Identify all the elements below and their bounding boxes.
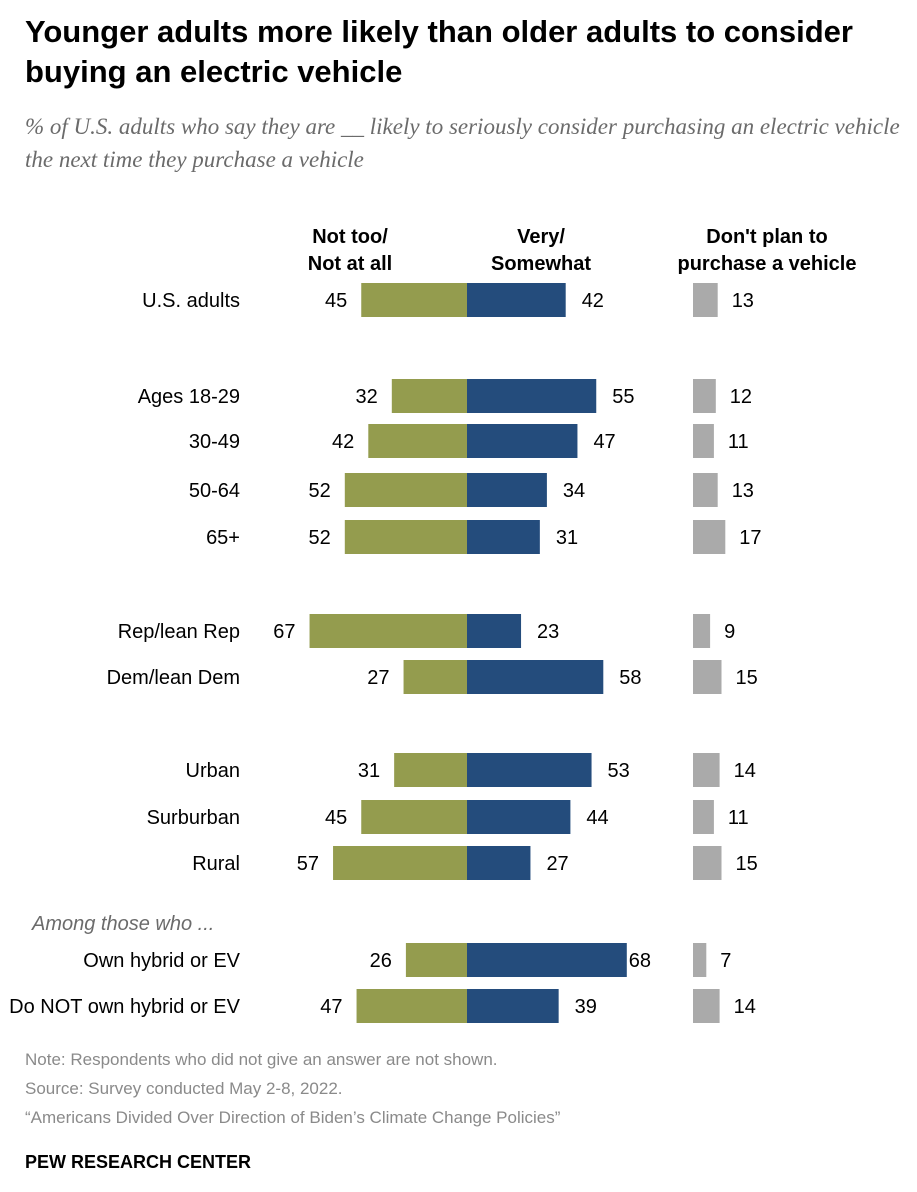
bar-likely (467, 753, 592, 787)
bar-not-likely (405, 943, 467, 977)
bar-not-likely (368, 424, 467, 458)
category-label: Surburban (147, 807, 240, 829)
bar-not-likely (403, 660, 467, 694)
bar-likely (467, 614, 522, 648)
value-label-not-likely: 52 (309, 527, 331, 549)
value-label-not-likely: 26 (370, 950, 392, 972)
value-label-not-likely: 42 (332, 431, 354, 453)
footnote-report: “Americans Divided Over Direction of Bid… (25, 1108, 561, 1127)
bar-not-likely (361, 800, 467, 834)
bar-likely (467, 283, 566, 317)
bar-likely (467, 473, 547, 507)
chart-subtitle: % of U.S. adults who say they are __ lik… (25, 114, 900, 172)
bar-likely (467, 943, 627, 977)
value-label-not-likely: 27 (367, 667, 389, 689)
header-not-likely-line-2: Not at all (308, 253, 392, 275)
brand-label: PEW RESEARCH CENTER (25, 1152, 252, 1172)
value-label-not-likely: 45 (325, 807, 347, 829)
bar-no-plan (693, 800, 714, 834)
value-label-no-plan: 9 (724, 621, 735, 643)
bar-likely (467, 660, 604, 694)
value-label-no-plan: 13 (732, 480, 754, 502)
bar-not-likely (344, 520, 467, 554)
header-not-likely-line-1: Not too/ (312, 226, 388, 248)
bar-likely (467, 846, 531, 880)
bar-likely (467, 989, 559, 1023)
value-label-likely: 27 (546, 853, 568, 875)
bar-no-plan (693, 379, 716, 413)
value-label-likely: 31 (556, 527, 578, 549)
bar-no-plan (693, 989, 720, 1023)
value-label-not-likely: 57 (297, 853, 319, 875)
bar-no-plan (693, 943, 707, 977)
bar-not-likely (361, 283, 467, 317)
category-label: Urban (186, 760, 240, 782)
bar-likely (467, 520, 540, 554)
value-label-no-plan: 14 (734, 996, 756, 1018)
header-likely-line-1: Very/ (517, 226, 565, 248)
value-label-no-plan: 14 (734, 760, 756, 782)
bar-not-likely (391, 379, 467, 413)
value-label-likely: 53 (608, 760, 630, 782)
value-label-no-plan: 11 (728, 431, 749, 453)
bar-no-plan (693, 473, 718, 507)
category-label: Ages 18-29 (138, 386, 240, 408)
footnote-source: Source: Survey conducted May 2-8, 2022. (25, 1079, 343, 1098)
value-label-no-plan: 15 (736, 853, 758, 875)
footnote-note: Note: Respondents who did not give an an… (25, 1050, 498, 1069)
value-label-likely: 68 (629, 950, 651, 972)
bar-no-plan (693, 424, 714, 458)
category-label: Rep/lean Rep (118, 621, 240, 643)
bar-no-plan (693, 283, 718, 317)
value-label-no-plan: 15 (736, 667, 758, 689)
bar-likely (467, 379, 597, 413)
value-label-no-plan: 12 (730, 386, 752, 408)
value-label-not-likely: 47 (320, 996, 342, 1018)
value-label-no-plan: 13 (732, 290, 754, 312)
bar-no-plan (693, 846, 722, 880)
group-label: Among those who ... (31, 913, 214, 935)
header-no-plan-line-2: purchase a vehicle (678, 253, 857, 275)
bar-likely (467, 800, 571, 834)
bar-no-plan (693, 520, 726, 554)
category-label: 65+ (206, 527, 240, 549)
value-label-not-likely: 45 (325, 290, 347, 312)
value-label-likely: 34 (563, 480, 585, 502)
category-label: 50-64 (189, 480, 240, 502)
bar-not-likely (394, 753, 467, 787)
category-label: Do NOT own hybrid or EV (9, 996, 240, 1018)
value-label-no-plan: 7 (720, 950, 731, 972)
bar-not-likely (344, 473, 467, 507)
category-label: Dem/lean Dem (107, 667, 240, 689)
bar-no-plan (693, 660, 722, 694)
value-label-likely: 39 (575, 996, 597, 1018)
value-label-likely: 47 (593, 431, 615, 453)
value-label-not-likely: 52 (309, 480, 331, 502)
value-label-no-plan: 17 (739, 527, 761, 549)
bar-no-plan (693, 614, 711, 648)
category-label: Rural (192, 853, 240, 875)
chart-title: Younger adults more likely than older ad… (25, 14, 853, 89)
category-label: Own hybrid or EV (83, 950, 240, 972)
category-label: U.S. adults (142, 290, 240, 312)
value-label-likely: 44 (586, 807, 608, 829)
value-label-likely: 23 (537, 621, 559, 643)
value-label-likely: 58 (619, 667, 641, 689)
value-label-not-likely: 31 (358, 760, 380, 782)
category-label: 30-49 (189, 431, 240, 453)
header-likely-line-2: Somewhat (491, 253, 591, 275)
bar-not-likely (309, 614, 467, 648)
bar-no-plan (693, 753, 720, 787)
bar-not-likely (356, 989, 467, 1023)
value-label-no-plan: 11 (728, 807, 749, 829)
value-label-not-likely: 32 (356, 386, 378, 408)
bar-not-likely (333, 846, 467, 880)
value-label-likely: 42 (582, 290, 604, 312)
header-no-plan-line-1: Don't plan to (706, 226, 827, 248)
value-label-not-likely: 67 (273, 621, 295, 643)
value-label-likely: 55 (612, 386, 634, 408)
bar-likely (467, 424, 578, 458)
